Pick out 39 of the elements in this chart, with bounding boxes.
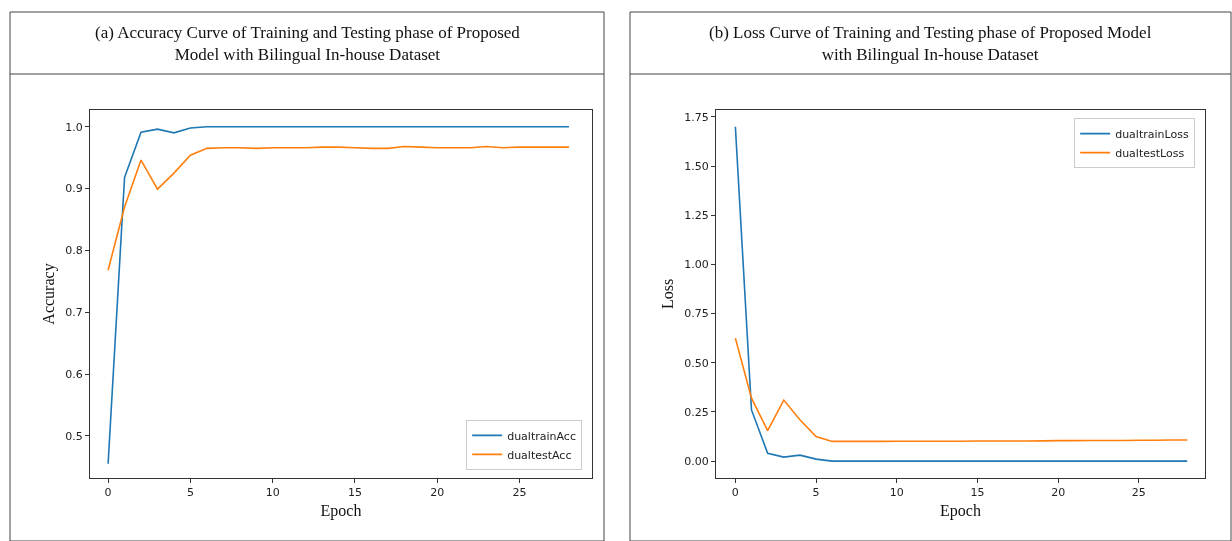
x-tick-label: 0 — [104, 486, 112, 500]
legend-label: dualtestAcc — [507, 448, 572, 462]
legend-label: dualtestLoss — [1115, 146, 1185, 160]
y-axis-title: Accuracy — [40, 263, 59, 325]
y-tick-label: 0.7 — [65, 306, 83, 320]
y-tick-label: 1.25 — [684, 209, 709, 223]
y-tick-label: 1.00 — [684, 258, 709, 272]
x-axis-title: Epoch — [320, 501, 362, 520]
x-tick-label: 25 — [512, 486, 527, 500]
y-tick-label: 0.9 — [65, 182, 83, 196]
y-tick-label: 0.25 — [684, 405, 709, 419]
x-axis-title: Epoch — [940, 501, 981, 520]
x-tick-label: 5 — [186, 486, 194, 500]
x-tick-label: 10 — [265, 486, 280, 500]
line-series — [734, 125, 1189, 462]
y-axis-title: Loss — [659, 278, 677, 310]
x-tick-label: 15 — [970, 486, 985, 500]
y-tick-label: 0.75 — [684, 307, 709, 321]
line-series — [107, 145, 570, 271]
x-tick-label: 5 — [812, 486, 820, 500]
y-tick-label: 0.50 — [684, 356, 709, 370]
y-tick-label: 0.6 — [65, 367, 83, 381]
legend-label: dualtrainLoss — [1115, 127, 1189, 141]
x-tick-label: 15 — [347, 486, 362, 500]
chart-title: (a) Accuracy Curve of Training and Testing phase of Proposed Model with Bilingual In-house Dataset — [95, 23, 521, 65]
y-tick-label: 0.5 — [65, 429, 83, 443]
x-tick-label: 10 — [889, 486, 904, 500]
y-tick-label: 0.00 — [684, 454, 709, 468]
x-tick-label: 25 — [1131, 486, 1146, 500]
x-tick-label: 20 — [430, 486, 445, 500]
y-tick-label: 1.50 — [684, 159, 709, 173]
chart-title: (b) Loss Curve of Training and Testing phase of Proposed Model with Bilingual In-house Dataset — [709, 23, 1152, 65]
x-tick-label: 0 — [731, 486, 739, 500]
y-tick-label: 1.0 — [65, 120, 83, 134]
x-tick-label: 20 — [1051, 486, 1066, 500]
y-tick-label: 1.75 — [684, 110, 709, 124]
line-series — [734, 337, 1189, 443]
y-tick-label: 0.8 — [65, 244, 83, 258]
legend-label: dualtrainAcc — [507, 429, 576, 443]
